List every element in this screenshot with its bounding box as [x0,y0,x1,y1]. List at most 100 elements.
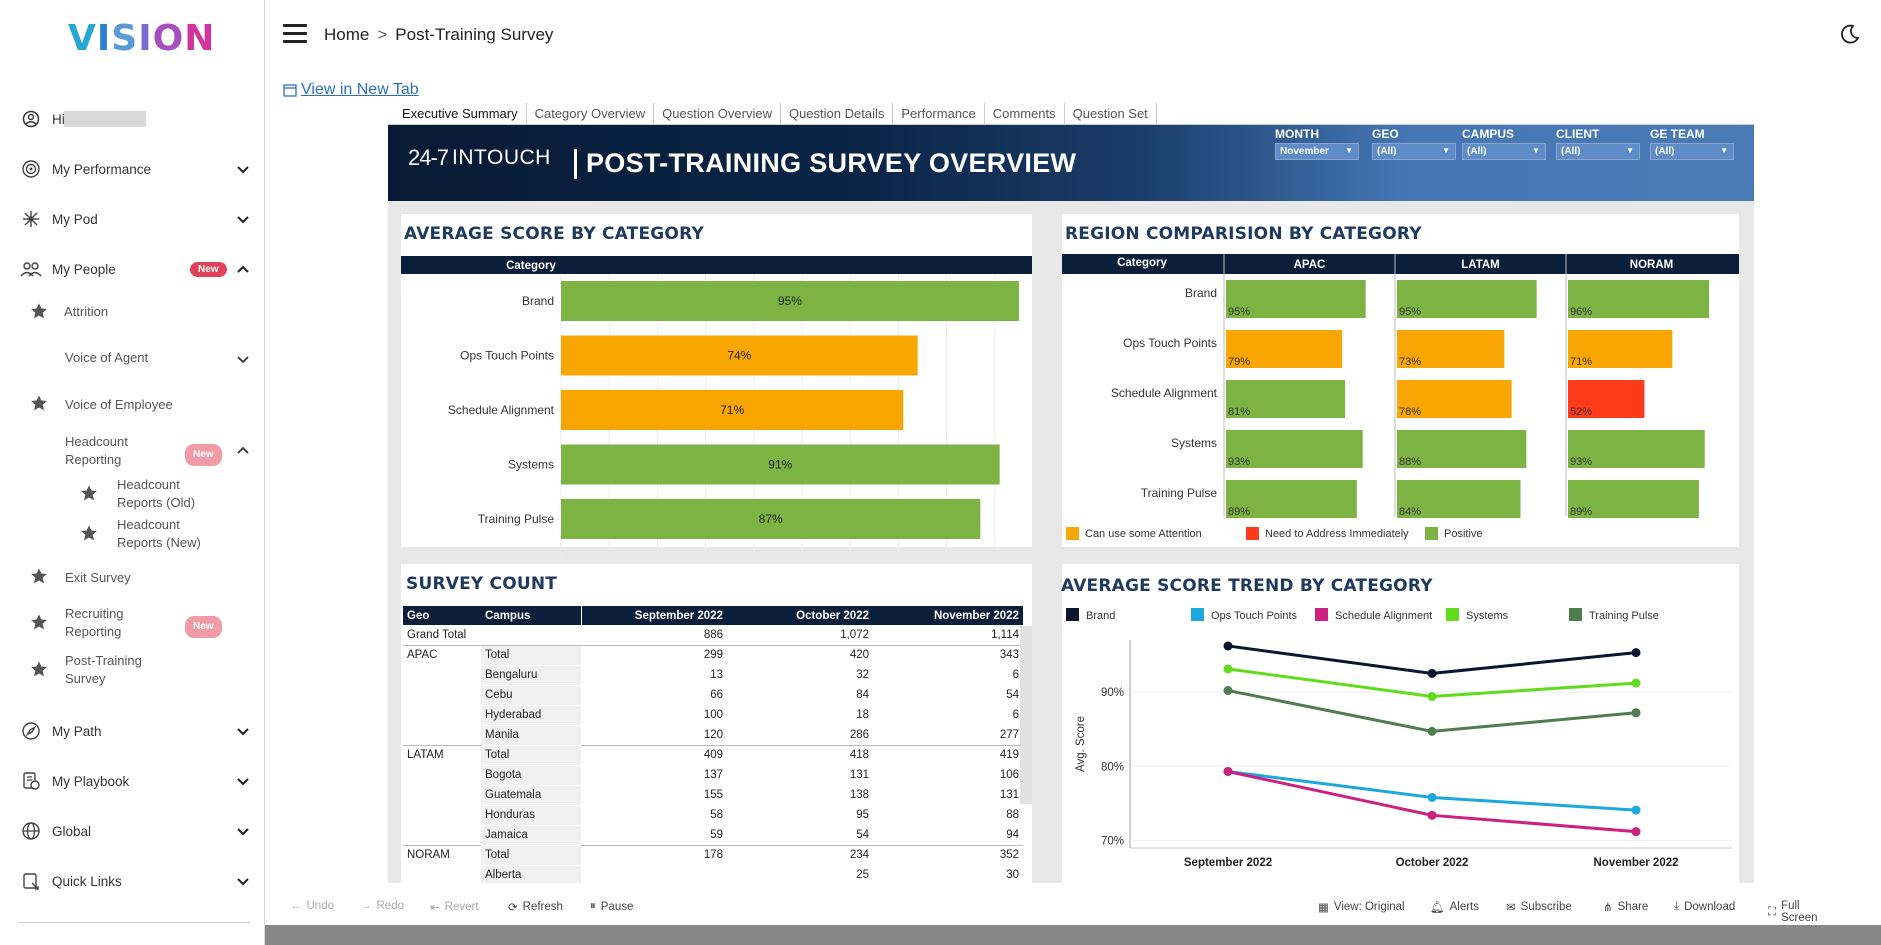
campus-cell: Jamaica [481,825,581,846]
tab-category-overview[interactable]: Category Overview [527,103,655,125]
bar[interactable] [561,281,1019,321]
y-axis-label: Avg. Score [1075,716,1087,772]
sidebar-item-my-people[interactable]: My People New [0,258,265,280]
table-row: Hyderabad 100 18 6 [403,705,1023,726]
filter-label: CLIENT [1556,127,1600,141]
bar[interactable] [1568,280,1710,318]
sidebar-sub-label: Headcount Reporting [65,434,128,467]
subscribe-button[interactable]: ✉ Subscribe [1506,900,1572,914]
hamburger-menu-icon[interactable] [283,24,307,44]
dropdown-arrow-icon: ▼ [1720,146,1728,155]
bar[interactable] [1397,330,1505,368]
data-point[interactable] [1631,648,1641,658]
table-row: APAC Total 299 420 343 [403,644,1023,666]
bar[interactable] [1226,380,1346,418]
star-icon [31,661,47,677]
download-button[interactable]: ⤓ Download [1674,900,1735,913]
data-point[interactable] [1223,664,1233,674]
sidebar-item-my-pod[interactable]: My Pod [0,208,265,230]
bar[interactable] [1397,280,1537,318]
data-point[interactable] [1631,805,1641,815]
legend-swatch [1066,527,1079,540]
refresh-button[interactable]: ⟳ Refresh [508,900,563,914]
dark-mode-moon-icon[interactable] [1839,23,1861,45]
data-point[interactable] [1223,641,1233,651]
sidebar-item-post-training-survey[interactable]: Post-Training Survey [30,652,230,690]
bar[interactable] [561,444,1000,485]
tab-executive-summary[interactable]: Executive Summary [394,103,527,125]
bar[interactable] [1568,480,1699,518]
bar-value-label: 84% [1399,506,1421,518]
filter-label: CAMPUS [1462,127,1515,141]
bar[interactable] [1397,480,1521,518]
sidebar-item-exit-survey[interactable]: Exit Survey [30,567,230,587]
bar[interactable] [561,390,904,430]
geo-dropdown[interactable]: (All) ▼ [1372,143,1456,160]
bar[interactable] [1568,380,1645,418]
bar[interactable] [1226,430,1363,468]
data-point[interactable] [1427,810,1437,820]
ge-team-dropdown[interactable]: (All) ▼ [1650,143,1734,160]
breadcrumb-home[interactable]: Home [324,25,370,44]
bar[interactable] [561,335,918,376]
sidebar-item-global[interactable]: Global [0,820,265,842]
tab-comments[interactable]: Comments [985,103,1065,125]
view-original-button[interactable]: ▦ View: Original [1318,900,1405,914]
sidebar-item-headcount-new[interactable]: Headcount Reports (New) [80,516,230,554]
tab-question-overview[interactable]: Question Overview [654,103,781,125]
geo-cell-empty [403,825,481,845]
view-in-new-tab-link[interactable]: View in New Tab [283,81,419,99]
campus-cell: Total [481,644,581,666]
data-point[interactable] [1631,827,1641,837]
bar[interactable] [1568,330,1673,368]
sidebar-item-headcount-reporting[interactable]: Headcount Reporting New [65,433,255,471]
bar[interactable] [561,499,981,539]
client-dropdown[interactable]: (All) ▼ [1556,143,1640,160]
sidebar-item-quick-links[interactable]: Quick Links [0,870,265,892]
sidebar-item-my-path[interactable]: My Path [0,720,265,742]
bar[interactable] [1397,430,1527,468]
data-point[interactable] [1427,691,1437,701]
month-dropdown[interactable]: November ▼ [1275,143,1359,160]
data-point[interactable] [1427,668,1437,678]
sidebar-item-my-playbook[interactable]: My Playbook [0,770,265,792]
sidebar-item-attrition[interactable]: Attrition [30,302,230,322]
bar-value-label: 81% [1228,406,1250,418]
share-button[interactable]: ⋔ Share [1603,900,1648,914]
sidebar-item-recruiting-reporting[interactable]: Recruiting Reporting New [30,605,230,643]
bar[interactable] [1568,430,1705,468]
data-point[interactable] [1427,726,1437,736]
campus-cell: Bengaluru [481,665,581,686]
alerts-button[interactable]: 🔔︎ Alerts [1430,900,1479,914]
sidebar-item-voice-of-employee[interactable]: Voice of Employee [30,394,230,414]
data-point[interactable] [1631,678,1641,688]
bar[interactable] [1226,480,1357,518]
tab-question-set[interactable]: Question Set [1065,103,1157,125]
sidebar-sub-label: Headcount Reports (New) [117,517,201,550]
tab-performance[interactable]: Performance [893,103,985,125]
legend-label: Can use some Attention [1085,528,1202,540]
sidebar-item-headcount-old[interactable]: Headcount Reports (Old) [80,476,230,514]
dashboard-banner: 24-7 INTOUCH POST-TRAINING SURVEY OVERVI… [388,125,1754,201]
table-cell: 95 [856,809,869,821]
tab-question-details[interactable]: Question Details [781,103,894,125]
revert-button[interactable]: ⇤ Revert [430,900,479,914]
bar-value-label: 87% [759,512,783,526]
data-point[interactable] [1223,766,1233,776]
data-point[interactable] [1223,686,1233,696]
full-screen-button[interactable]: ⛶ Full Screen [1768,900,1818,924]
redo-button[interactable]: → Redo [360,900,404,912]
campus-dropdown[interactable]: (All) ▼ [1462,143,1546,160]
pause-button[interactable]: ⏸ Pause [590,900,633,913]
data-point[interactable] [1427,792,1437,802]
bar[interactable] [1226,330,1343,368]
table-scrollbar[interactable] [1020,626,1032,804]
data-point[interactable] [1631,708,1641,718]
undo-button[interactable]: ← Undo [290,900,334,912]
vision-logo[interactable]: VISION [68,18,215,59]
region-chart: Category APAC LATAM NORAM Brand 95% 95% 96% Ops … [1062,254,1739,540]
bar[interactable] [1226,280,1366,318]
bar[interactable] [1397,380,1512,418]
sidebar-item-my-performance[interactable]: My Performance [0,158,265,180]
sidebar-item-voice-of-agent[interactable]: Voice of Agent [65,349,255,369]
